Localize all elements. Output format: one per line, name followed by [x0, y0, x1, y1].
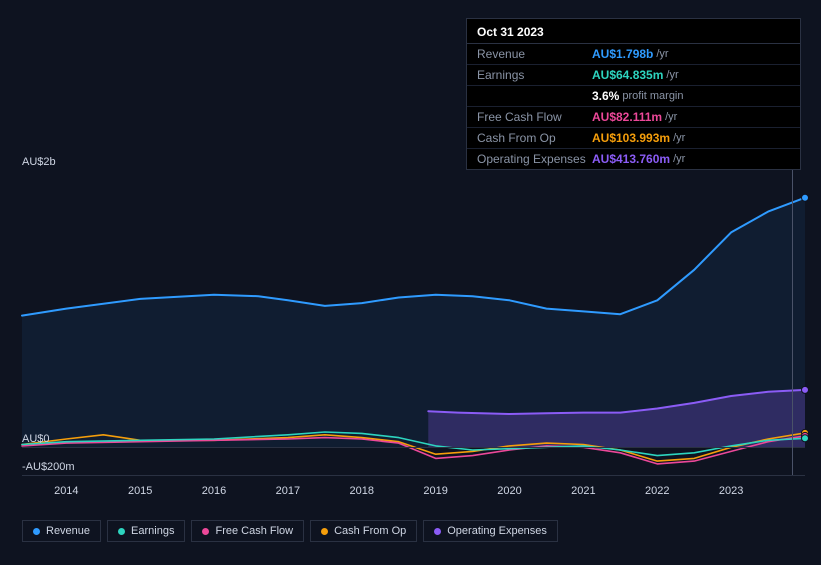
tooltip-row-value: AU$413.760m [592, 152, 670, 166]
x-axis-label: 2017 [276, 485, 300, 497]
legend-item[interactable]: Free Cash Flow [191, 520, 304, 542]
tooltip-row-unit: /yr [673, 132, 685, 144]
legend-dot [434, 528, 441, 535]
legend-item[interactable]: Operating Expenses [423, 520, 558, 542]
y-axis-label: AU$2b [22, 156, 56, 168]
x-axis-label: 2016 [202, 485, 226, 497]
tooltip-row-label: Earnings [477, 68, 592, 82]
tooltip-row-label: Operating Expenses [477, 152, 592, 166]
end-marker-revenue [802, 194, 809, 201]
tooltip-row: EarningsAU$64.835m/yr [467, 65, 800, 86]
tooltip-row: Cash From OpAU$103.993m/yr [467, 128, 800, 149]
tooltip-row-unit: /yr [666, 69, 678, 81]
legend-label: Revenue [46, 525, 90, 537]
tooltip-row-label: Revenue [477, 47, 592, 61]
x-axis-label: 2020 [497, 485, 521, 497]
tooltip-row: 3.6%profit margin [467, 86, 800, 107]
tooltip-row-value: AU$1.798b [592, 47, 653, 61]
x-axis-label: 2022 [645, 485, 669, 497]
tooltip-date: Oct 31 2023 [467, 19, 800, 44]
x-axis-label: 2018 [350, 485, 374, 497]
legend-item[interactable]: Cash From Op [310, 520, 417, 542]
x-axis-label: 2019 [423, 485, 447, 497]
grid-line [22, 447, 805, 448]
legend-label: Cash From Op [334, 525, 406, 537]
legend-dot [202, 528, 209, 535]
tooltip-row: Operating ExpensesAU$413.760m/yr [467, 149, 800, 169]
end-marker-opex [802, 386, 809, 393]
y-axis-label: -AU$200m [22, 461, 75, 473]
tooltip-row-unit: /yr [665, 111, 677, 123]
legend-label: Operating Expenses [447, 525, 547, 537]
tooltip-row-value: 3.6% [592, 89, 619, 103]
legend-item[interactable]: Revenue [22, 520, 101, 542]
tooltip-row: Free Cash FlowAU$82.111m/yr [467, 107, 800, 128]
legend-label: Free Cash Flow [215, 525, 293, 537]
legend: Revenue Earnings Free Cash Flow Cash From O… [22, 520, 558, 542]
tooltip-row-label: Cash From Op [477, 131, 592, 145]
x-axis-label: 2014 [54, 485, 78, 497]
x-axis-label: 2023 [719, 485, 743, 497]
legend-dot [33, 528, 40, 535]
tooltip-row-unit: profit margin [622, 90, 683, 102]
legend-dot [321, 528, 328, 535]
tooltip-row-unit: /yr [673, 153, 685, 165]
tooltip: Oct 31 2023 RevenueAU$1.798b/yrEarningsA… [466, 18, 801, 170]
grid-line [22, 475, 805, 476]
legend-dot [118, 528, 125, 535]
legend-item[interactable]: Earnings [107, 520, 185, 542]
tooltip-row-value: AU$103.993m [592, 131, 670, 145]
tooltip-row: RevenueAU$1.798b/yr [467, 44, 800, 65]
tooltip-row-label: Free Cash Flow [477, 110, 592, 124]
tooltip-row-unit: /yr [656, 48, 668, 60]
x-axis-label: 2021 [571, 485, 595, 497]
x-axis-label: 2015 [128, 485, 152, 497]
tooltip-row-value: AU$64.835m [592, 68, 663, 82]
legend-label: Earnings [131, 525, 174, 537]
end-marker-earnings [802, 435, 809, 442]
tooltip-row-value: AU$82.111m [592, 110, 662, 124]
y-axis-label: AU$0 [22, 433, 50, 445]
